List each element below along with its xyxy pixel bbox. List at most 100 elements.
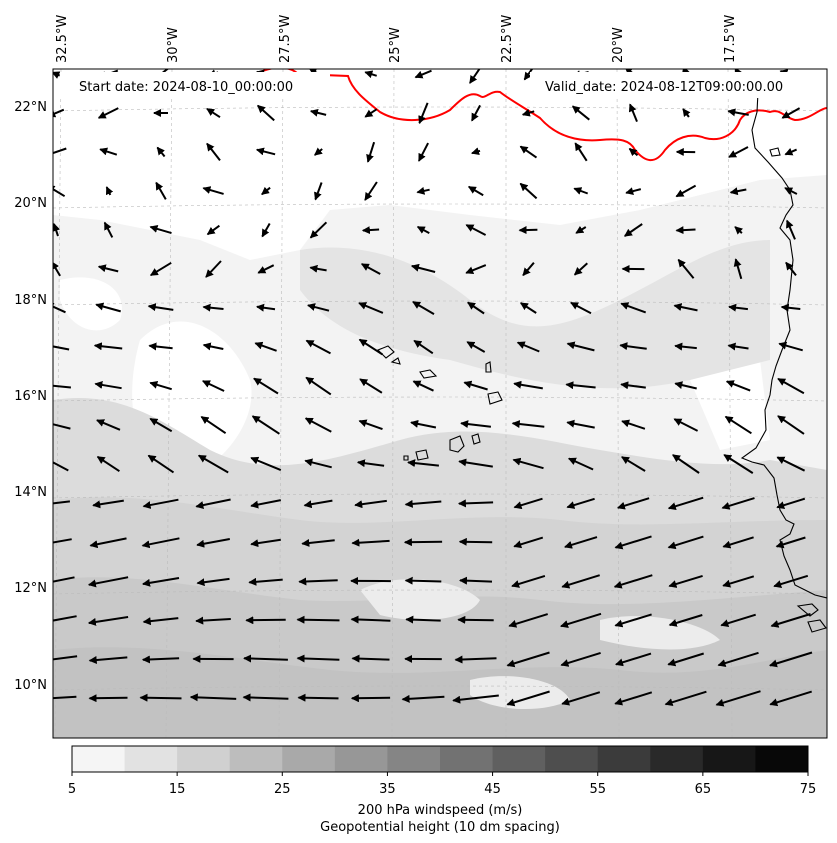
colorbar-segment [755,746,809,772]
wind-arrow [625,187,642,196]
wind-arrow [513,536,544,549]
wind-arrow [781,107,801,119]
wind-arrow [364,181,378,201]
windspeed-shading [53,69,827,738]
colorbar-segment [492,746,546,772]
wind-arrow [405,615,441,624]
wind-arrow [53,345,70,351]
wind-arrow [565,381,596,390]
wind-arrow [469,69,481,84]
wind-arrow [366,141,376,163]
wind-arrow [722,536,754,549]
lon-label: 17.5°W [723,15,738,63]
wind-arrow [88,656,128,664]
lat-label: 12°N [14,581,47,596]
wind-arrow [777,377,805,395]
wind-arrow [508,613,548,628]
wind-arrow [519,302,537,314]
wind-arrow [414,69,432,79]
wind-arrow [99,147,118,156]
colorbar-segment [597,746,651,772]
wind-arrow [770,613,811,628]
wind-arrow [413,339,434,355]
wind-arrow [404,576,442,585]
wind-arrow [513,497,543,510]
colorbar-segment [282,746,336,772]
wind-arrow [358,302,384,314]
wind-arrow [673,303,698,312]
wind-arrow [667,496,704,511]
wind-arrow [564,536,598,549]
wind-arrow [296,654,340,663]
wind-arrow [506,651,550,668]
wind-arrow [256,303,276,312]
wind-arrow [523,69,534,81]
wind-arrow [142,577,180,587]
wind-arrow [615,652,652,667]
wind-arrow [303,499,333,509]
wind-arrow [613,574,653,589]
wind-arrow [616,497,650,510]
wind-arrow [467,301,485,315]
start-date-label: Start date: 2024-08-10_00:00:00 [79,80,293,95]
wind-arrow [784,187,798,195]
wind-arrow [614,691,653,706]
wind-arrow [202,186,224,195]
colorbar-segment [334,746,388,772]
colorbar-tick-label: 45 [484,782,501,797]
colorbar-subtitle: Geopotential height (10 dm spacing) [320,820,560,835]
wind-arrow [314,147,323,156]
wind-arrow [623,223,643,237]
colorbar-tick-label: 35 [379,782,396,797]
colorbar-segment [177,746,231,772]
latitude-labels: 22°N 20°N 18°N 16°N 14°N 12°N 10°N [14,100,47,693]
wind-arrow [403,538,443,547]
wind-arrow [471,147,481,156]
wind-arrow [460,420,492,429]
colorbar-segment [124,746,178,772]
wind-arrow [147,454,175,474]
colorbar-segment [650,746,704,772]
wind-arrow [257,104,275,122]
wind-arrow [53,695,77,700]
wind-arrow [673,418,699,432]
wind-arrow [305,339,331,355]
lon-label: 30°W [166,27,181,63]
wind-arrow [248,577,283,586]
colorbar-ticks: 5 15 25 35 45 55 65 75 [68,772,816,797]
wind-arrow [250,456,282,472]
wind-arrow [454,655,497,664]
wind-arrow [721,497,755,510]
wind-arrow [202,303,224,312]
wind-arrow [628,103,638,122]
wind-arrow [674,381,697,390]
wind-arrow [728,146,749,158]
wind-arrow [621,419,646,430]
wind-arrow [677,258,695,279]
wind-arrow [93,342,123,351]
wind-arrow [773,574,809,588]
wind-arrow [410,419,437,429]
gridlines [53,69,827,738]
lon-label: 32.5°W [55,15,70,63]
wind-arrow [465,224,487,236]
wind-arrow [614,613,652,628]
wind-arrow [96,419,121,431]
wind-arrow [566,341,595,352]
wind-arrow [201,380,225,392]
wind-arrow [314,182,323,201]
wind-arrow [250,499,281,509]
wind-arrow [513,380,543,390]
wind-arrow [573,262,588,276]
wind-arrow [53,538,72,544]
wind-arrow [418,102,429,125]
wind-arrow [728,303,749,312]
colorbar-tick-label: 75 [800,782,817,797]
wind-arrow [257,264,275,274]
colorbar [72,746,809,772]
wind-arrow [723,454,754,474]
wind-arrow [467,185,484,197]
wind-arrow [724,415,752,435]
wind-arrow [360,263,381,275]
